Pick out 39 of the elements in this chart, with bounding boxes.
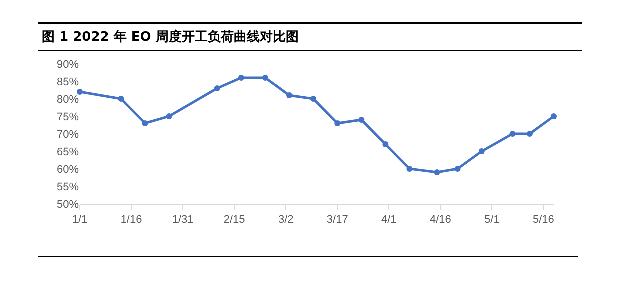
y-tick-label: 65%: [56, 146, 80, 158]
x-tick-label: 2/15: [224, 214, 246, 226]
x-tick-label: 1/1: [72, 214, 88, 226]
y-tick-label: 90%: [56, 58, 80, 71]
point: [382, 142, 389, 148]
x-tick-label: 3/17: [326, 214, 348, 226]
point: [478, 148, 485, 154]
point: [118, 96, 124, 102]
point: [406, 166, 413, 172]
x-tick-label: 1/31: [172, 214, 194, 226]
y-tick-label: 75%: [56, 111, 80, 124]
x-tick-label: 3/2: [278, 214, 294, 226]
y-tick-label: 85%: [56, 76, 80, 88]
point: [310, 96, 317, 102]
point: [358, 117, 365, 123]
x-tick-label: 4/1: [381, 214, 397, 226]
y-tick-label: 50%: [56, 198, 80, 211]
point: [262, 75, 268, 81]
point: [510, 131, 516, 137]
point: [334, 120, 341, 126]
point: [77, 89, 83, 95]
point: [454, 166, 461, 172]
point: [434, 170, 440, 176]
x-tick-label: 1/16: [120, 214, 142, 226]
chart-title: 图 1 2022 年 EO 周度开工负荷曲线对比图: [38, 22, 582, 51]
y-tick-label: 80%: [56, 94, 80, 106]
point: [166, 114, 172, 120]
point: [142, 120, 148, 126]
y-tick-label: 70%: [56, 128, 80, 141]
point: [526, 131, 533, 137]
point: [238, 75, 244, 81]
x-tick-label: 4/16: [430, 214, 452, 226]
y-tick-label: 55%: [56, 181, 80, 194]
x-tick-label: 5/16: [532, 214, 554, 226]
point: [551, 114, 557, 120]
point: [214, 86, 220, 92]
y-tick-label: 60%: [56, 164, 80, 176]
x-tick-label: 5/1: [484, 214, 500, 226]
point: [286, 92, 293, 98]
